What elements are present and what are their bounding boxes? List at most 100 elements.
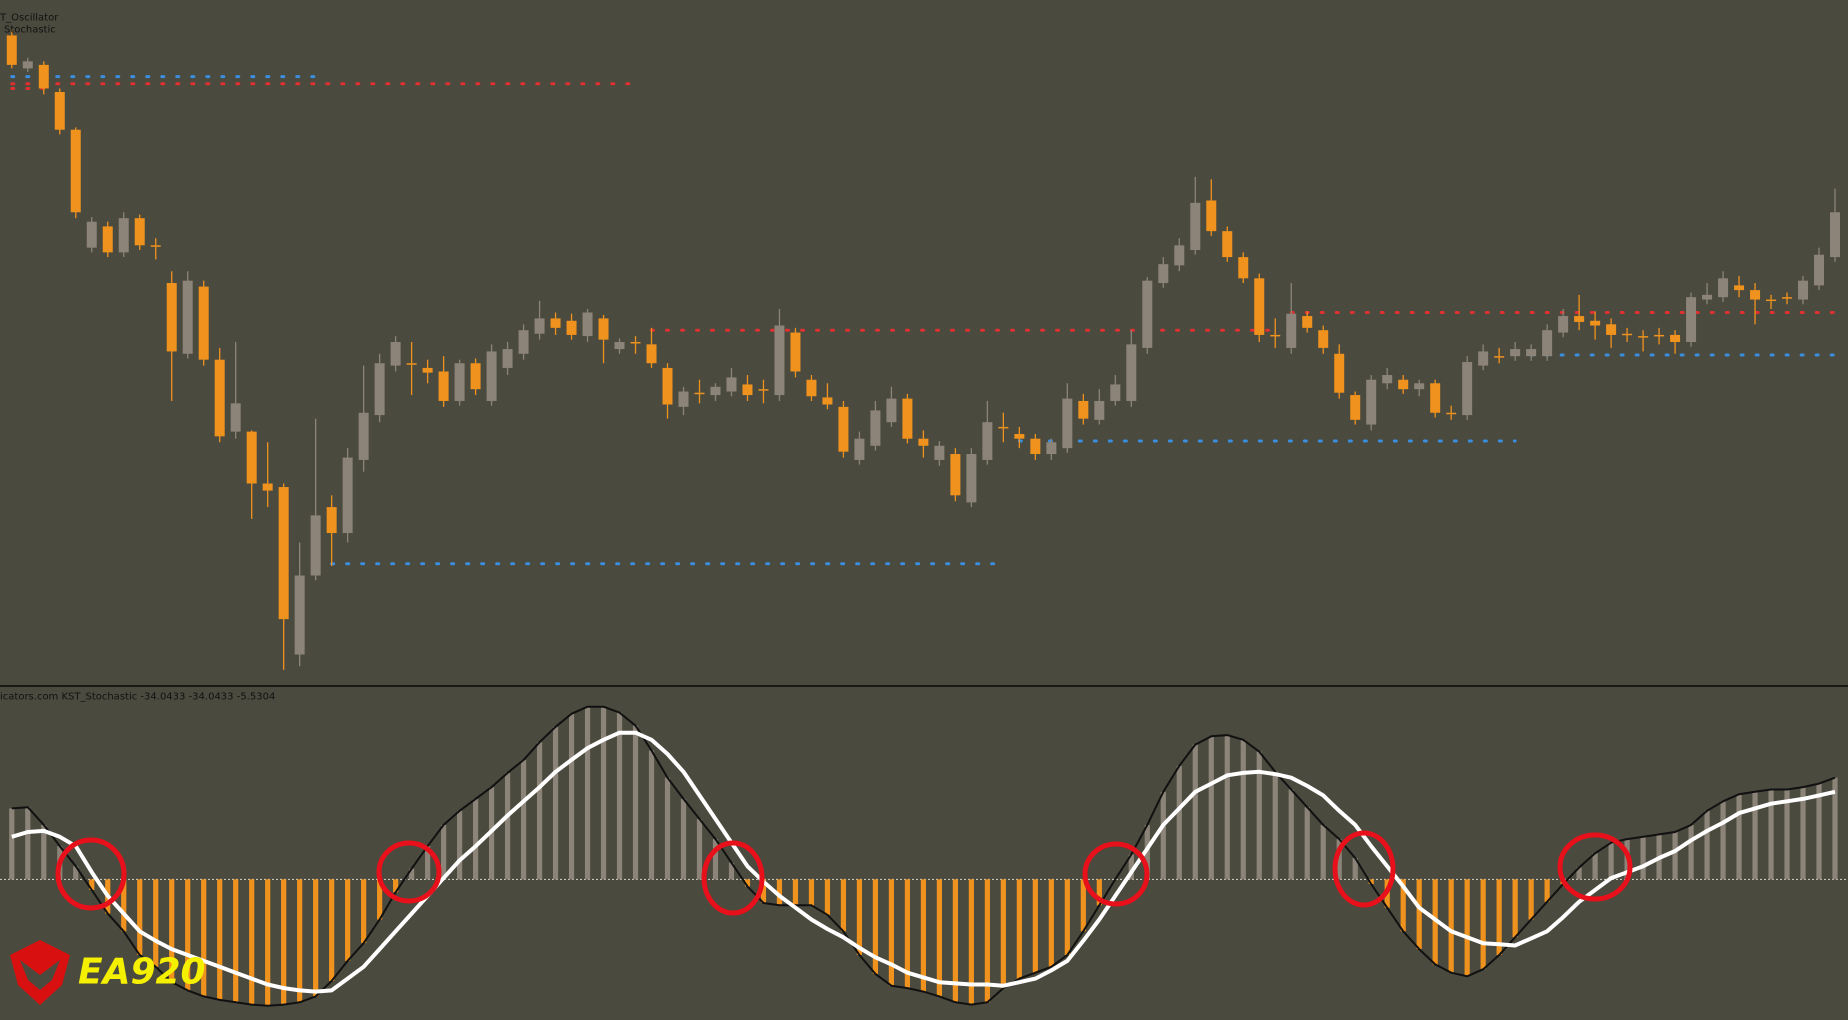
histogram-bar (409, 868, 415, 880)
candle-body (374, 363, 385, 416)
histogram-bar (712, 839, 719, 880)
candle-body (790, 332, 801, 372)
histogram-bar (968, 879, 974, 1005)
candle-body (358, 412, 369, 460)
candle-body (1190, 202, 1201, 251)
histogram-bar (536, 742, 543, 880)
histogram-bar (984, 879, 990, 1003)
candle-body (390, 342, 401, 366)
histogram-bar (1480, 879, 1486, 970)
histogram-bar (233, 879, 239, 1003)
histogram-bar (345, 879, 351, 961)
candle-body (1478, 351, 1489, 366)
candle-body (1062, 398, 1073, 449)
logo-text: EA920 (78, 952, 206, 993)
histogram-bar (520, 759, 527, 880)
candle-body (1398, 379, 1409, 390)
candle-body (678, 391, 689, 407)
candle-body (310, 515, 321, 576)
oscillator-title: icators.com KST_Stochastic -34.0433 -34.… (0, 691, 275, 702)
candle-body (822, 397, 833, 405)
histogram-bar (504, 772, 511, 880)
histogram-bar (169, 879, 175, 983)
histogram-bar (776, 879, 783, 906)
candle-body (150, 245, 161, 247)
candle-body (1318, 330, 1329, 348)
cross-circle (376, 840, 442, 904)
histogram-bar (377, 879, 383, 920)
candle-body (1670, 334, 1681, 342)
candle-body (438, 371, 449, 401)
candle-body (1382, 375, 1393, 384)
candle-body (1126, 344, 1137, 401)
candle-body (1782, 297, 1793, 299)
candle-body (70, 129, 81, 213)
histogram-bar (9, 808, 15, 880)
candle-body (1766, 299, 1777, 302)
histogram-bar (920, 879, 926, 992)
histogram-bar (137, 879, 143, 955)
histogram-bar (696, 819, 703, 880)
marks (0, 29, 1848, 1007)
indicator-label: Stochastic (4, 24, 56, 35)
candle-body (1750, 290, 1761, 300)
candle-body (166, 283, 177, 352)
candle-body (326, 507, 337, 534)
candle-body (1174, 245, 1185, 266)
candle-body (758, 389, 769, 391)
histogram-bar (1816, 783, 1822, 880)
candle-body (214, 359, 225, 437)
candle-body (422, 367, 433, 373)
candle-body (1334, 353, 1345, 393)
histogram-bar (201, 879, 207, 997)
candle-body (966, 454, 977, 503)
histogram-bar (393, 879, 399, 893)
candle-body (1606, 324, 1617, 335)
histogram-bar (872, 879, 879, 974)
histogram-bar (952, 879, 958, 1003)
histogram-bar (1400, 879, 1406, 932)
candle-body (1654, 334, 1665, 337)
candle-body (566, 320, 577, 335)
histogram-bar (425, 846, 431, 880)
candle-body (614, 342, 625, 350)
histogram-bar (1704, 810, 1710, 880)
histogram-bar (1576, 867, 1582, 880)
candle-body (550, 318, 561, 328)
candle-body (598, 318, 609, 340)
histogram-bar (1416, 879, 1422, 950)
histogram-bar (1448, 879, 1454, 973)
histogram-bar (648, 750, 655, 880)
candle-body (1734, 285, 1745, 291)
candle-body (838, 406, 849, 452)
candle-body (1814, 254, 1825, 286)
candle-body (1542, 330, 1553, 357)
histogram-bar (568, 713, 575, 880)
histogram-bar (1288, 789, 1294, 880)
histogram-bar (329, 879, 335, 981)
candle-body (1286, 313, 1297, 348)
candle-body (262, 483, 273, 491)
histogram-bar (1640, 836, 1646, 880)
cross-markers (55, 830, 1633, 916)
histogram-bar (1352, 858, 1358, 880)
candle-body (54, 91, 65, 130)
histogram-bar (680, 798, 687, 880)
histogram-bar (1368, 879, 1374, 885)
candle-body (1238, 257, 1249, 279)
histogram-bar (1592, 853, 1598, 880)
candle-body (774, 325, 785, 396)
logo-emblem (10, 940, 70, 1005)
candle-body (294, 575, 305, 655)
histogram-bar (888, 879, 895, 986)
histogram-bar (936, 879, 942, 997)
histogram-bar (1128, 854, 1134, 880)
histogram-bar (1608, 842, 1614, 880)
histogram-bar (456, 810, 463, 880)
histogram-bar (584, 706, 591, 880)
histogram-bar (361, 879, 367, 944)
cross-circle (1082, 841, 1150, 907)
candle-body (102, 226, 113, 253)
